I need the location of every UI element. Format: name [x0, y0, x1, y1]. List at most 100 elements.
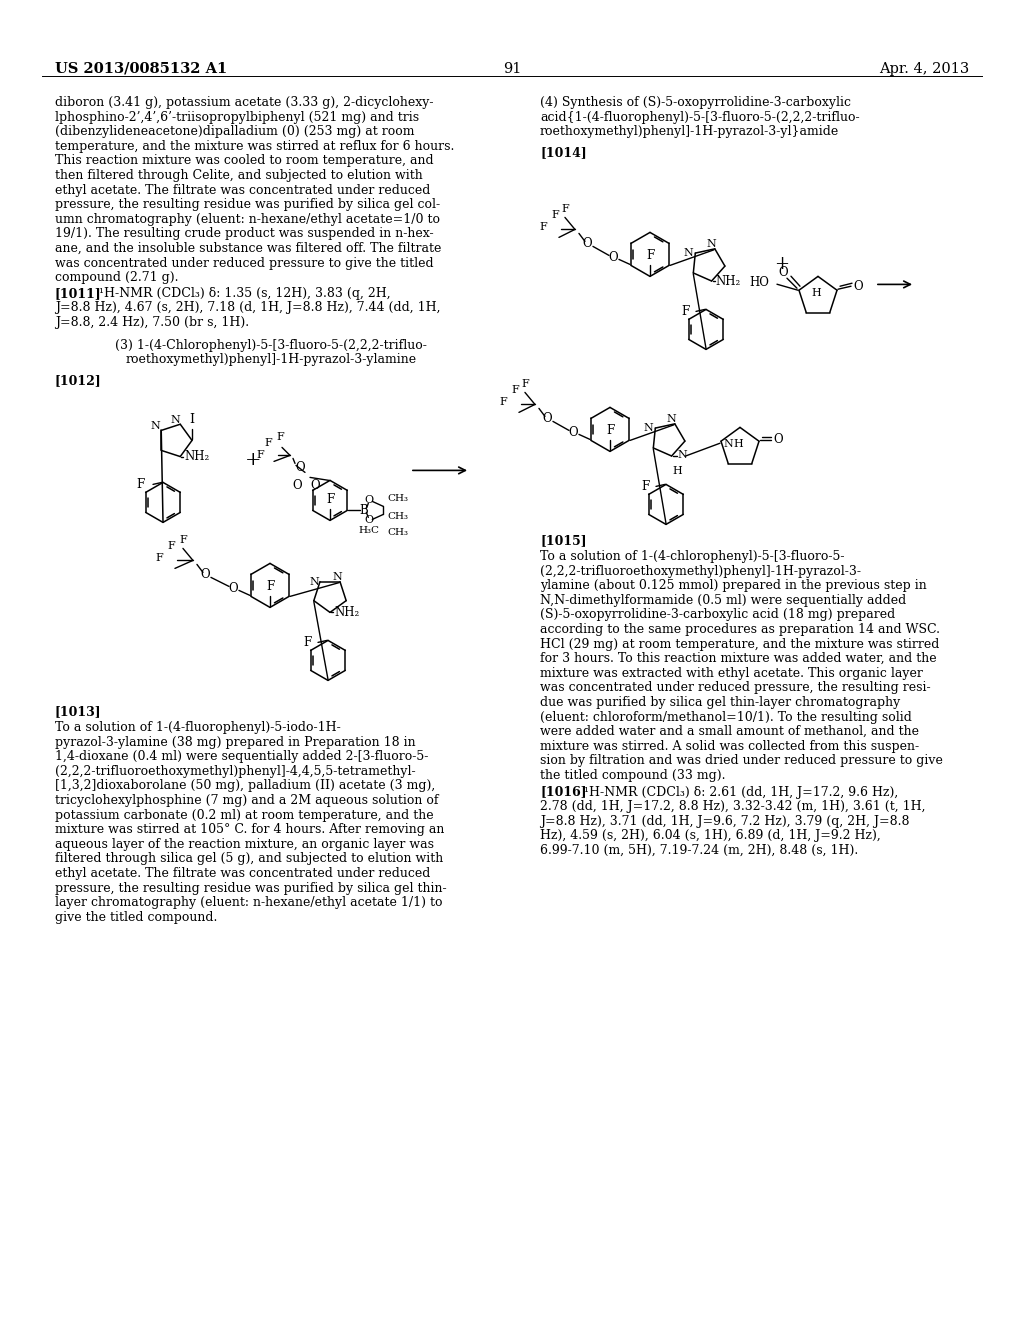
Text: O: O [295, 461, 305, 474]
Text: US 2013/0085132 A1: US 2013/0085132 A1 [55, 62, 227, 77]
Text: was concentrated under reduced pressure to give the titled: was concentrated under reduced pressure … [55, 256, 433, 269]
Text: [1011]: [1011] [55, 286, 101, 300]
Text: F: F [256, 450, 264, 461]
Text: N: N [170, 416, 180, 425]
Text: O: O [582, 236, 592, 249]
Text: 19/1). The resulting crude product was suspended in n-hex-: 19/1). The resulting crude product was s… [55, 227, 433, 240]
Text: F: F [606, 425, 614, 437]
Text: H₃C: H₃C [358, 525, 380, 535]
Text: pressure, the resulting residue was purified by silica gel col-: pressure, the resulting residue was puri… [55, 198, 440, 211]
Text: was concentrated under reduced pressure, the resulting resi-: was concentrated under reduced pressure,… [540, 681, 931, 694]
Text: O: O [228, 582, 238, 595]
Text: aqueous layer of the reaction mixture, an organic layer was: aqueous layer of the reaction mixture, a… [55, 838, 434, 851]
Text: compound (2.71 g).: compound (2.71 g). [55, 271, 178, 284]
Text: due was purified by silica gel thin-layer chromatography: due was purified by silica gel thin-laye… [540, 696, 900, 709]
Text: N: N [707, 239, 717, 249]
Text: F: F [264, 438, 272, 449]
Text: (eluent: chloroform/methanol=10/1). To the resulting solid: (eluent: chloroform/methanol=10/1). To t… [540, 710, 912, 723]
Text: To a solution of 1-(4-chlorophenyl)-5-[3-fluoro-5-: To a solution of 1-(4-chlorophenyl)-5-[3… [540, 550, 845, 564]
Text: N: N [678, 450, 687, 459]
Text: (4) Synthesis of (S)-5-oxopyrrolidine-3-carboxylic: (4) Synthesis of (S)-5-oxopyrrolidine-3-… [540, 96, 851, 110]
Text: (2,2,2-trifluoroethoxymethyl)phenyl]-4,4,5,5-tetramethyl-: (2,2,2-trifluoroethoxymethyl)phenyl]-4,4… [55, 764, 416, 777]
Text: O: O [778, 265, 787, 279]
Text: N: N [332, 572, 342, 582]
Text: N: N [723, 440, 733, 449]
Text: according to the same procedures as preparation 14 and WSC.: according to the same procedures as prep… [540, 623, 940, 636]
Text: [1,3,2]dioxaborolane (50 mg), palladium (II) acetate (3 mg),: [1,3,2]dioxaborolane (50 mg), palladium … [55, 779, 435, 792]
Text: F: F [551, 210, 559, 220]
Text: H: H [733, 440, 742, 449]
Text: [1015]: [1015] [540, 535, 587, 548]
Text: layer chromatography (eluent: n-hexane/ethyl acetate 1/1) to: layer chromatography (eluent: n-hexane/e… [55, 896, 442, 909]
Text: pressure, the resulting residue was purified by silica gel thin-: pressure, the resulting residue was puri… [55, 882, 446, 895]
Text: F: F [499, 397, 507, 408]
Text: N: N [309, 577, 318, 586]
Text: O: O [293, 479, 302, 492]
Text: (dibenzylideneacetone)dipalladium (0) (253 mg) at room: (dibenzylideneacetone)dipalladium (0) (2… [55, 125, 415, 139]
Text: NH₂: NH₂ [184, 450, 210, 463]
Text: Hz), 4.59 (s, 2H), 6.04 (s, 1H), 6.89 (d, 1H, J=9.2 Hz),: Hz), 4.59 (s, 2H), 6.04 (s, 1H), 6.89 (d… [540, 829, 881, 842]
Text: N: N [643, 424, 653, 433]
Text: J=8.8, 2.4 Hz), 7.50 (br s, 1H).: J=8.8, 2.4 Hz), 7.50 (br s, 1H). [55, 315, 249, 329]
Text: [1013]: [1013] [55, 705, 101, 718]
Text: filtered through silica gel (5 g), and subjected to elution with: filtered through silica gel (5 g), and s… [55, 853, 443, 866]
Text: mixture was extracted with ethyl acetate. This organic layer: mixture was extracted with ethyl acetate… [540, 667, 923, 680]
Text: ethyl acetate. The filtrate was concentrated under reduced: ethyl acetate. The filtrate was concentr… [55, 183, 430, 197]
Text: sion by filtration and was dried under reduced pressure to give: sion by filtration and was dried under r… [540, 755, 943, 767]
Text: NH₂: NH₂ [716, 275, 740, 288]
Text: diboron (3.41 g), potassium acetate (3.33 g), 2-dicyclohexy-: diboron (3.41 g), potassium acetate (3.3… [55, 96, 433, 110]
Text: [1012]: [1012] [55, 374, 101, 387]
Text: B: B [359, 504, 368, 517]
Text: F: F [179, 536, 186, 545]
Text: 2.78 (dd, 1H, J=17.2, 8.8 Hz), 3.32-3.42 (m, 1H), 3.61 (t, 1H,: 2.78 (dd, 1H, J=17.2, 8.8 Hz), 3.32-3.42… [540, 800, 926, 813]
Text: H: H [811, 288, 821, 298]
Text: pyrazol-3-ylamine (38 mg) prepared in Preparation 18 in: pyrazol-3-ylamine (38 mg) prepared in Pr… [55, 735, 416, 748]
Text: O: O [542, 412, 552, 425]
Text: umn chromatography (eluent: n-hexane/ethyl acetate=1/0 to: umn chromatography (eluent: n-hexane/eth… [55, 213, 440, 226]
Text: ethyl acetate. The filtrate was concentrated under reduced: ethyl acetate. The filtrate was concentr… [55, 867, 430, 880]
Text: mixture was stirred at 105° C. for 4 hours. After removing an: mixture was stirred at 105° C. for 4 hou… [55, 824, 444, 836]
Text: J=8.8 Hz), 3.71 (dd, 1H, J=9.6, 7.2 Hz), 3.79 (q, 2H, J=8.8: J=8.8 Hz), 3.71 (dd, 1H, J=9.6, 7.2 Hz),… [540, 814, 909, 828]
Text: H: H [673, 466, 682, 477]
Text: F: F [276, 433, 284, 442]
Text: lphosphino-2’,4’,6’-triisopropylbiphenyl (521 mg) and tris: lphosphino-2’,4’,6’-triisopropylbiphenyl… [55, 111, 419, 124]
Text: F: F [511, 385, 519, 396]
Text: +: + [245, 451, 261, 470]
Text: ¹H-NMR (CDCl₃) δ: 2.61 (dd, 1H, J=17.2, 9.6 Hz),: ¹H-NMR (CDCl₃) δ: 2.61 (dd, 1H, J=17.2, … [575, 785, 898, 799]
Text: give the titled compound.: give the titled compound. [55, 911, 217, 924]
Text: O: O [365, 515, 374, 525]
Text: roethoxymethyl)phenyl]-1H-pyrazol-3-yl}amide: roethoxymethyl)phenyl]-1H-pyrazol-3-yl}a… [540, 125, 840, 139]
Text: O: O [568, 426, 578, 438]
Text: F: F [521, 379, 528, 389]
Text: 91: 91 [503, 62, 521, 77]
Text: acid{1-(4-fluorophenyl)-5-[3-fluoro-5-(2,2,2-trifluo-: acid{1-(4-fluorophenyl)-5-[3-fluoro-5-(2… [540, 111, 859, 124]
Text: Apr. 4, 2013: Apr. 4, 2013 [879, 62, 969, 77]
Text: F: F [539, 222, 547, 232]
Text: CH₃: CH₃ [387, 512, 409, 521]
Text: temperature, and the mixture was stirred at reflux for 6 hours.: temperature, and the mixture was stirred… [55, 140, 455, 153]
Text: F: F [137, 478, 145, 491]
Text: F: F [642, 480, 650, 492]
Text: O: O [365, 495, 374, 506]
Text: F: F [561, 205, 568, 214]
Text: CH₃: CH₃ [387, 494, 409, 503]
Text: (S)-5-oxopyrrolidine-3-carboxylic acid (18 mg) prepared: (S)-5-oxopyrrolidine-3-carboxylic acid (… [540, 609, 895, 622]
Text: O: O [310, 479, 319, 492]
Text: F: F [646, 249, 654, 263]
Text: NH₂: NH₂ [334, 606, 359, 619]
Text: This reaction mixture was cooled to room temperature, and: This reaction mixture was cooled to room… [55, 154, 433, 168]
Text: 1,4-dioxane (0.4 ml) were sequentially added 2-[3-fluoro-5-: 1,4-dioxane (0.4 ml) were sequentially a… [55, 750, 428, 763]
Text: the titled compound (33 mg).: the titled compound (33 mg). [540, 770, 725, 781]
Text: then filtered through Celite, and subjected to elution with: then filtered through Celite, and subjec… [55, 169, 423, 182]
Text: F: F [167, 541, 175, 552]
Text: mixture was stirred. A solid was collected from this suspen-: mixture was stirred. A solid was collect… [540, 739, 920, 752]
Text: (3) 1-(4-Chlorophenyl)-5-[3-fluoro-5-(2,2,2-trifluo-: (3) 1-(4-Chlorophenyl)-5-[3-fluoro-5-(2,… [115, 339, 427, 351]
Text: F: F [155, 553, 163, 564]
Text: To a solution of 1-(4-fluorophenyl)-5-iodo-1H-: To a solution of 1-(4-fluorophenyl)-5-io… [55, 721, 341, 734]
Text: potassium carbonate (0.2 ml) at room temperature, and the: potassium carbonate (0.2 ml) at room tem… [55, 809, 433, 821]
Text: CH₃: CH₃ [387, 528, 409, 537]
Text: ¹H-NMR (CDCl₃) δ: 1.35 (s, 12H), 3.83 (q, 2H,: ¹H-NMR (CDCl₃) δ: 1.35 (s, 12H), 3.83 (q… [91, 286, 390, 300]
Text: I: I [189, 413, 195, 426]
Text: ane, and the insoluble substance was filtered off. The filtrate: ane, and the insoluble substance was fil… [55, 242, 441, 255]
Text: F: F [326, 494, 334, 507]
